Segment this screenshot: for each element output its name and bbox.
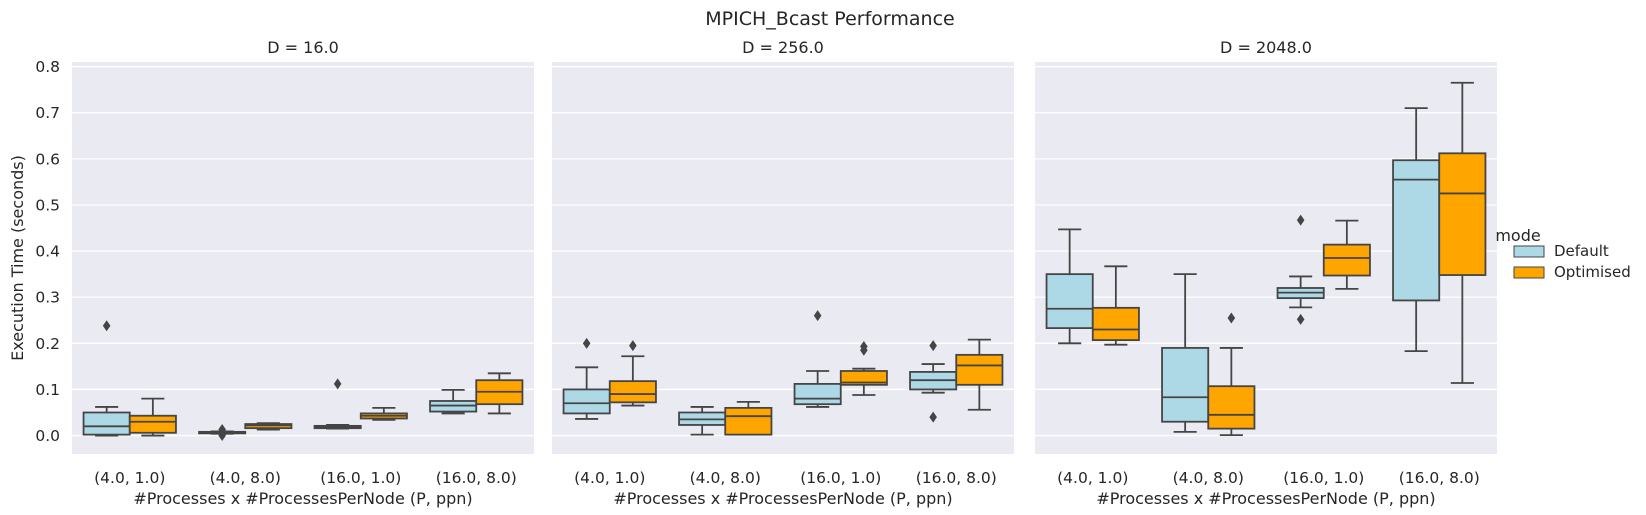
- panel-title: D = 16.0: [267, 38, 339, 57]
- box-iqr: [562, 388, 611, 415]
- box-iqr: [1207, 385, 1256, 430]
- x-tick-label: (4.0, 8.0): [1173, 469, 1244, 487]
- y-tick-label: 0.8: [35, 58, 60, 76]
- x-axis-label: #Processes x #ProcessesPerNode (P, ppn): [1096, 489, 1435, 508]
- box-optimised: [128, 397, 177, 437]
- box-iqr: [1045, 273, 1094, 329]
- panel-title: D = 256.0: [742, 38, 824, 57]
- y-tick-label: 0.6: [35, 150, 60, 168]
- y-tick-label: 0.5: [35, 196, 60, 214]
- box-iqr: [955, 353, 1004, 386]
- box-default: [429, 388, 478, 415]
- box-default: [1045, 228, 1094, 345]
- box-iqr: [793, 383, 842, 406]
- y-tick-label: 0.1: [35, 381, 60, 399]
- legend-title: mode: [1495, 226, 1540, 245]
- x-tick-label: (4.0, 8.0): [210, 469, 281, 487]
- y-tick-label: 0.0: [35, 427, 60, 445]
- outlier-marker: [629, 340, 637, 352]
- panel-0: D = 16.0 0.0 0.1 0.2 0.3 0.4 0.5 0.6 0.7 0.8 (4.0,…: [35, 38, 534, 508]
- outlier-marker: [1296, 214, 1305, 226]
- box-iqr: [1161, 347, 1210, 423]
- box-iqr: [608, 380, 657, 404]
- y-tick-label: 0.3: [35, 289, 60, 307]
- box-optimised: [955, 338, 1004, 411]
- outlier-marker: [582, 337, 591, 349]
- box-default: [793, 310, 842, 408]
- x-tick-label: (4.0, 8.0): [690, 469, 761, 487]
- box-optimised: [1207, 312, 1256, 436]
- outlier-marker: [929, 340, 937, 352]
- x-tick-label: (4.0, 1.0): [94, 469, 165, 487]
- x-tick-label: (4.0, 1.0): [574, 469, 645, 487]
- x-axis-label: #Processes x #ProcessesPerNode (P, ppn): [613, 489, 952, 508]
- box-optimised: [839, 341, 888, 396]
- outlier-marker: [929, 411, 937, 423]
- y-axis-label: Execution Time (seconds): [8, 155, 27, 361]
- x-tick-label: (16.0, 8.0): [1399, 469, 1480, 487]
- outlier-marker: [1296, 313, 1305, 325]
- box-iqr: [1322, 243, 1371, 277]
- y-tick-label: 0.4: [35, 243, 60, 261]
- box-optimised: [244, 422, 293, 431]
- box-optimised: [608, 340, 657, 407]
- legend-label: Optimised: [1554, 263, 1631, 281]
- plot-area: [72, 62, 534, 454]
- outlier-marker: [813, 310, 822, 322]
- panel-title: D = 2048.0: [1220, 38, 1312, 57]
- x-tick-label: (4.0, 1.0): [1057, 469, 1128, 487]
- box-default: [909, 340, 958, 423]
- box-optimised: [1438, 81, 1487, 384]
- box-iqr: [82, 411, 131, 436]
- box-default: [313, 378, 362, 430]
- x-tick-label: (16.0, 1.0): [800, 469, 881, 487]
- y-tick-label: 0.7: [35, 104, 60, 122]
- box-default: [82, 320, 131, 437]
- y-tick-label: 0.2: [35, 335, 60, 353]
- box-iqr: [1438, 152, 1487, 276]
- box-optimised: [1091, 265, 1140, 346]
- box-optimised: [475, 372, 524, 415]
- outlier-marker: [102, 320, 111, 332]
- box-iqr: [1091, 306, 1140, 341]
- x-axis-label: #Processes x #ProcessesPerNode (P, ppn): [133, 489, 472, 508]
- x-tick-label: (16.0, 1.0): [320, 469, 401, 487]
- box-iqr: [128, 414, 177, 434]
- box-iqr: [724, 406, 773, 436]
- legend-label: Default: [1554, 242, 1609, 260]
- panel-2: D = 2048.0 (4.0, 1.0) (4.0, 8.0) (16.0, 1.0…: [1035, 38, 1497, 508]
- box-default: [1276, 214, 1325, 325]
- box-iqr: [1392, 159, 1441, 302]
- box-default: [1392, 107, 1441, 353]
- outlier-marker: [860, 341, 868, 353]
- box-default: [1161, 273, 1210, 433]
- box-default: [562, 337, 611, 420]
- box-default: [678, 406, 727, 436]
- box-optimised: [359, 406, 408, 421]
- legend: mode Default Optimised: [1495, 226, 1630, 281]
- legend-swatch: [1513, 266, 1545, 279]
- box-iqr: [839, 370, 888, 386]
- outlier-marker: [333, 378, 342, 390]
- x-tick-label: (16.0, 8.0): [916, 469, 997, 487]
- outlier-marker: [1227, 312, 1236, 324]
- x-tick-label: (16.0, 1.0): [1283, 469, 1364, 487]
- box-optimised: [724, 400, 773, 436]
- outlier-marker: [218, 424, 226, 436]
- panel-1: D = 256.0 (4.0, 1.0) (4.0, 8.0) (16.0, 1.0)…: [552, 38, 1014, 508]
- chart-title: MPICH_Bcast Performance: [705, 8, 954, 30]
- box-optimised: [1322, 219, 1371, 290]
- box-default: [198, 424, 247, 442]
- legend-swatch: [1513, 245, 1545, 258]
- x-tick-label: (16.0, 8.0): [436, 469, 517, 487]
